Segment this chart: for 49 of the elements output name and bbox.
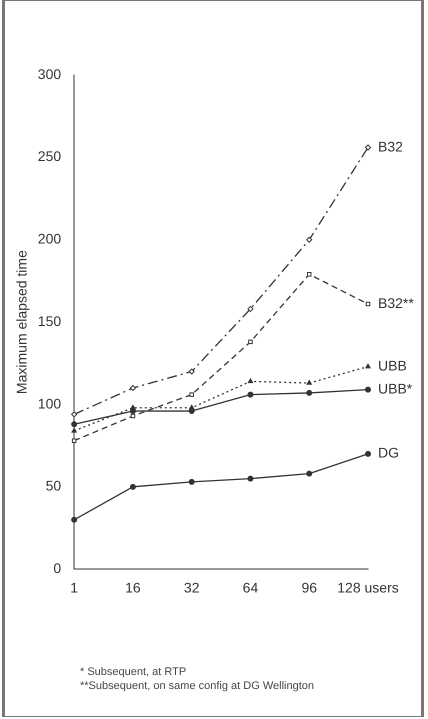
point	[130, 484, 136, 490]
series-label: DG	[378, 444, 399, 461]
point	[188, 478, 195, 485]
point	[189, 404, 194, 410]
y-axis-title: Maximum elapsed time	[13, 250, 30, 394]
text: * Subsequent, at RTP	[80, 665, 188, 679]
point	[248, 378, 254, 384]
x-tick-label: 32	[184, 579, 200, 596]
point	[71, 516, 78, 523]
y-tick-label: 250	[38, 148, 62, 164]
point	[365, 450, 371, 457]
point	[130, 414, 136, 418]
y-tick-label: 200	[38, 230, 62, 247]
x-tick-label: 96	[301, 579, 318, 596]
x-tick-label: 1	[70, 579, 78, 596]
point	[247, 392, 254, 398]
point	[130, 384, 136, 391]
x-tick-label: 128 users	[337, 579, 399, 596]
point	[188, 368, 195, 375]
point	[71, 411, 78, 418]
y-tick-label: 300	[38, 66, 62, 82]
point	[306, 236, 312, 243]
series-label: UBB*	[378, 380, 413, 396]
point	[189, 392, 194, 397]
point	[365, 144, 371, 150]
y-tick-label: 0	[53, 560, 62, 576]
point	[247, 306, 254, 312]
x-tick-label: 16	[125, 579, 141, 596]
point	[71, 428, 77, 433]
point	[306, 390, 312, 396]
series-label: B32**	[378, 294, 414, 311]
text: **Subsequent, on same config at DG Wellington	[80, 679, 314, 693]
point	[306, 272, 312, 277]
series-label: UBB	[378, 357, 407, 374]
point	[130, 404, 136, 410]
point	[365, 386, 371, 393]
y-tick-label: 150	[38, 312, 62, 329]
y-tick-label: 50	[46, 478, 62, 494]
point	[306, 470, 312, 477]
series-label: B32	[378, 138, 404, 154]
point	[71, 421, 78, 428]
point	[365, 364, 371, 368]
point	[72, 438, 76, 443]
y-tick-label: 100	[38, 395, 62, 412]
point	[247, 476, 254, 482]
point	[248, 340, 253, 344]
point	[366, 302, 370, 306]
point	[306, 380, 312, 385]
x-tick-label: 64	[242, 579, 258, 596]
